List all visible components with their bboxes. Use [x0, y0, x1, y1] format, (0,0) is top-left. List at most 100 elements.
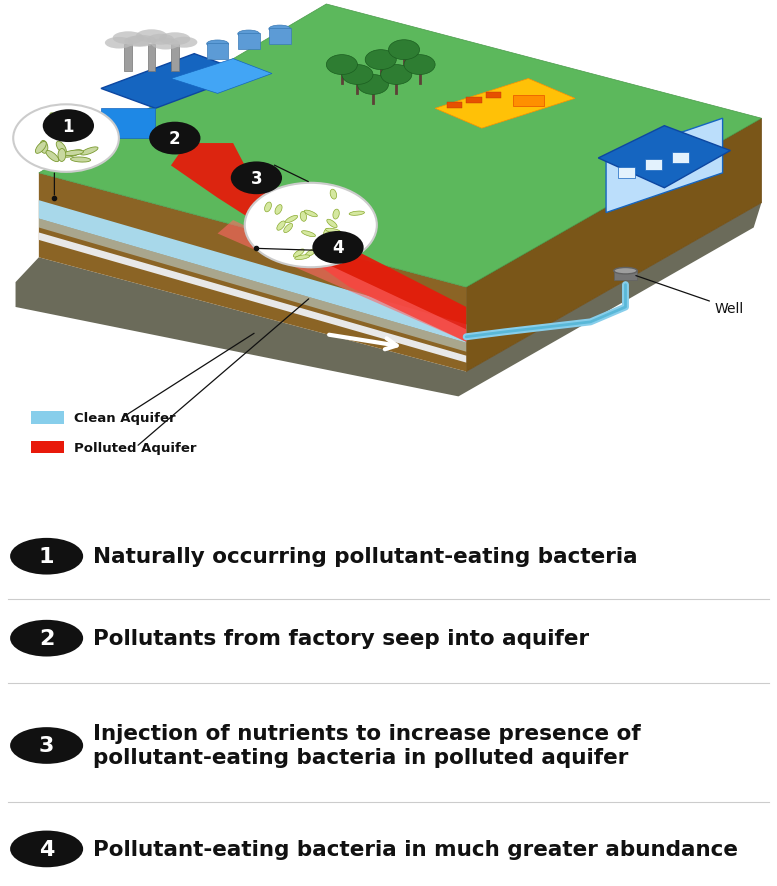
Circle shape — [381, 66, 412, 85]
FancyBboxPatch shape — [672, 152, 689, 164]
FancyBboxPatch shape — [513, 96, 544, 106]
Ellipse shape — [113, 32, 144, 45]
Polygon shape — [598, 127, 730, 189]
FancyBboxPatch shape — [645, 160, 662, 171]
Ellipse shape — [57, 132, 77, 137]
Polygon shape — [171, 144, 466, 342]
FancyBboxPatch shape — [466, 98, 482, 105]
Polygon shape — [101, 55, 249, 109]
Ellipse shape — [349, 245, 355, 254]
Circle shape — [326, 56, 357, 75]
Ellipse shape — [265, 203, 271, 213]
Ellipse shape — [238, 31, 260, 38]
Text: Well: Well — [636, 276, 744, 315]
Circle shape — [13, 105, 119, 173]
Text: Injection of nutrients to increase presence of
pollutant-eating bacteria in poll: Injection of nutrients to increase prese… — [93, 724, 641, 767]
Ellipse shape — [305, 211, 317, 217]
FancyBboxPatch shape — [614, 270, 637, 280]
Ellipse shape — [105, 38, 133, 50]
Ellipse shape — [128, 35, 156, 48]
Ellipse shape — [46, 152, 59, 162]
Ellipse shape — [323, 229, 330, 239]
Polygon shape — [435, 80, 575, 129]
Polygon shape — [39, 233, 466, 363]
Ellipse shape — [353, 238, 360, 248]
Ellipse shape — [301, 231, 315, 237]
Ellipse shape — [148, 35, 174, 46]
Circle shape — [388, 41, 420, 60]
Circle shape — [149, 122, 200, 155]
Polygon shape — [39, 201, 466, 344]
Ellipse shape — [81, 148, 98, 156]
Ellipse shape — [56, 142, 66, 154]
Ellipse shape — [36, 143, 47, 154]
Ellipse shape — [171, 38, 197, 49]
Ellipse shape — [327, 220, 337, 229]
Circle shape — [10, 831, 83, 867]
Ellipse shape — [326, 229, 340, 234]
Ellipse shape — [349, 239, 355, 249]
FancyBboxPatch shape — [148, 44, 155, 72]
Polygon shape — [466, 119, 761, 372]
Text: Naturally occurring pollutant-eating bacteria: Naturally occurring pollutant-eating bac… — [93, 547, 638, 566]
Circle shape — [404, 56, 435, 75]
Circle shape — [10, 539, 83, 575]
Ellipse shape — [152, 39, 179, 51]
Ellipse shape — [349, 212, 364, 216]
Circle shape — [357, 75, 388, 96]
Text: 2: 2 — [169, 130, 180, 148]
Circle shape — [43, 110, 94, 143]
FancyBboxPatch shape — [31, 412, 64, 424]
FancyBboxPatch shape — [447, 103, 462, 109]
Ellipse shape — [333, 210, 340, 220]
FancyBboxPatch shape — [124, 44, 132, 72]
Ellipse shape — [40, 141, 48, 154]
Polygon shape — [39, 174, 466, 372]
Ellipse shape — [64, 151, 83, 157]
Polygon shape — [171, 59, 272, 94]
Circle shape — [245, 183, 377, 268]
Circle shape — [10, 727, 83, 764]
Polygon shape — [16, 204, 761, 397]
Ellipse shape — [71, 158, 91, 163]
Ellipse shape — [305, 250, 316, 257]
Ellipse shape — [58, 150, 66, 162]
Circle shape — [231, 162, 282, 195]
FancyBboxPatch shape — [31, 441, 64, 454]
Text: 1: 1 — [63, 118, 74, 136]
Ellipse shape — [275, 206, 282, 215]
Ellipse shape — [136, 30, 167, 43]
Circle shape — [342, 66, 373, 85]
Ellipse shape — [285, 216, 298, 223]
Ellipse shape — [269, 26, 291, 34]
FancyBboxPatch shape — [269, 28, 291, 44]
FancyBboxPatch shape — [207, 43, 228, 59]
Circle shape — [312, 232, 364, 264]
Text: 4: 4 — [333, 239, 343, 257]
FancyBboxPatch shape — [238, 34, 260, 50]
Polygon shape — [101, 109, 155, 139]
Ellipse shape — [300, 212, 306, 222]
Polygon shape — [218, 221, 466, 342]
Ellipse shape — [54, 122, 71, 130]
Text: 4: 4 — [39, 839, 54, 859]
Ellipse shape — [159, 34, 190, 46]
Ellipse shape — [284, 224, 293, 233]
Text: 3: 3 — [251, 169, 262, 188]
FancyBboxPatch shape — [171, 44, 179, 72]
FancyBboxPatch shape — [486, 93, 501, 99]
Ellipse shape — [50, 113, 64, 124]
Circle shape — [10, 620, 83, 657]
Ellipse shape — [614, 268, 637, 275]
Polygon shape — [39, 220, 466, 353]
Ellipse shape — [124, 36, 151, 48]
Text: Pollutants from factory seep into aquifer: Pollutants from factory seep into aquife… — [93, 628, 590, 649]
Polygon shape — [39, 5, 761, 288]
Text: 2: 2 — [39, 628, 54, 649]
Ellipse shape — [277, 222, 285, 231]
Ellipse shape — [64, 151, 82, 158]
Ellipse shape — [330, 190, 336, 200]
Ellipse shape — [294, 255, 310, 260]
Polygon shape — [606, 119, 723, 214]
Text: Clean Aquifer: Clean Aquifer — [74, 411, 176, 424]
